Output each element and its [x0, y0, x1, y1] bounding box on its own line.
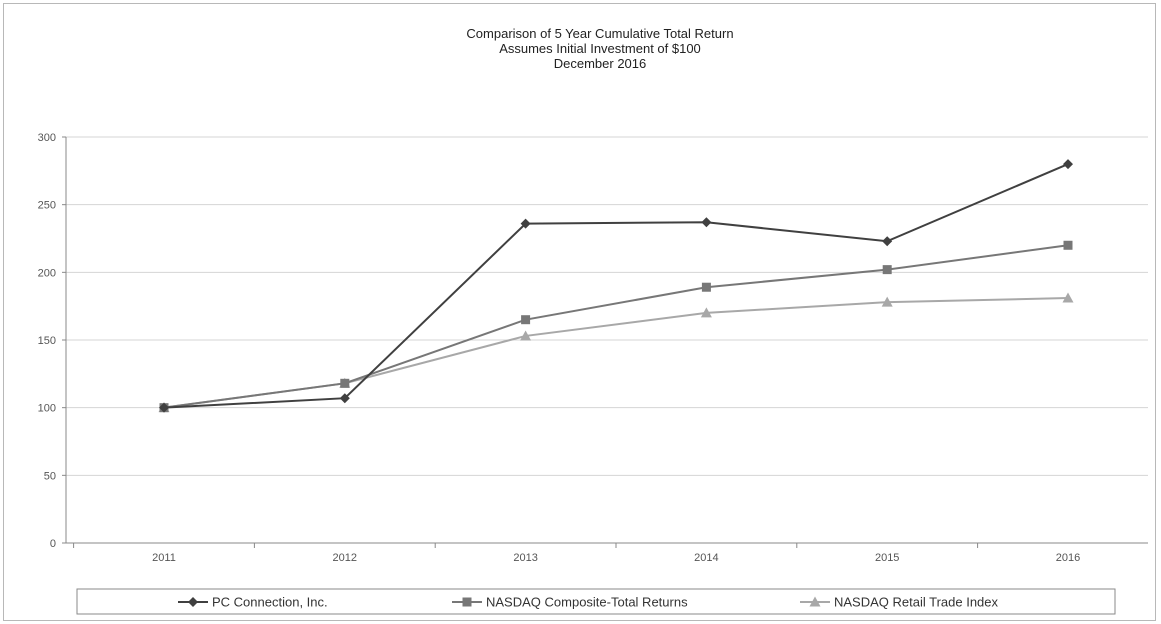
data-point — [1062, 292, 1074, 303]
series-2 — [158, 292, 1074, 413]
x-tick-label: 2012 — [333, 552, 357, 564]
legend-label: NASDAQ Retail Trade Index — [834, 595, 999, 610]
series-0 — [159, 159, 1073, 413]
series-line — [163, 163, 1069, 409]
legend-swatch-marker — [188, 597, 198, 607]
data-point — [882, 265, 892, 275]
chart-title: Comparison of 5 Year Cumulative Total Re… — [466, 26, 733, 71]
legend-box — [76, 588, 1116, 615]
y-tick-label: 300 — [38, 132, 56, 144]
series-line — [163, 297, 1069, 409]
legend-item-2: NASDAQ Retail Trade Index — [800, 595, 999, 610]
x-tick-label: 2015 — [875, 552, 899, 564]
chart-title-line-2: Assumes Initial Investment of $100 — [499, 41, 701, 56]
legend-item-1: NASDAQ Composite-Total Returns — [452, 595, 688, 610]
chart-title-line-1: Comparison of 5 Year Cumulative Total Re… — [466, 26, 733, 41]
data-point — [521, 315, 531, 325]
legend-label: PC Connection, Inc. — [212, 595, 328, 610]
chart-frame — [3, 3, 1156, 621]
legend-swatch-marker — [809, 596, 821, 607]
chart-title-line-3: December 2016 — [554, 56, 647, 71]
y-tick-label: 250 — [38, 200, 56, 212]
legend: PC Connection, Inc. NASDAQ Composite-Tota… — [76, 588, 1116, 615]
data-point — [701, 282, 711, 292]
y-tick-label: 50 — [44, 470, 56, 482]
data-point — [520, 330, 532, 341]
data-point — [159, 402, 169, 413]
data-point — [1063, 159, 1073, 170]
x-tick-label: 2013 — [513, 552, 537, 564]
data-point — [1063, 240, 1073, 250]
legend-item-0: PC Connection, Inc. — [178, 595, 328, 610]
plot-area — [158, 159, 1074, 413]
data-point — [881, 296, 893, 307]
y-tick-label: 200 — [38, 267, 56, 279]
legend-swatch-marker — [462, 597, 472, 607]
data-point — [700, 307, 712, 318]
data-point — [340, 378, 350, 388]
data-point — [882, 236, 893, 247]
series-1 — [159, 240, 1073, 413]
data-point — [701, 217, 712, 228]
gridlines — [66, 136, 1148, 476]
x-tick-label: 2011 — [152, 552, 176, 564]
y-tick-label: 100 — [38, 403, 56, 415]
x-axis: 2011 2012 2013 2014 2015 2016 — [66, 542, 1148, 564]
y-axis: 0 50 100 150 200 250 300 — [38, 132, 67, 550]
y-tick-label: 0 — [50, 538, 56, 550]
y-tick-label: 150 — [38, 335, 56, 347]
x-tick-label: 2014 — [694, 552, 718, 564]
x-tick-label: 2016 — [1056, 552, 1080, 564]
legend-label: NASDAQ Composite-Total Returns — [486, 595, 688, 610]
data-point — [339, 393, 350, 404]
data-point — [520, 218, 531, 229]
series-line — [163, 244, 1069, 409]
